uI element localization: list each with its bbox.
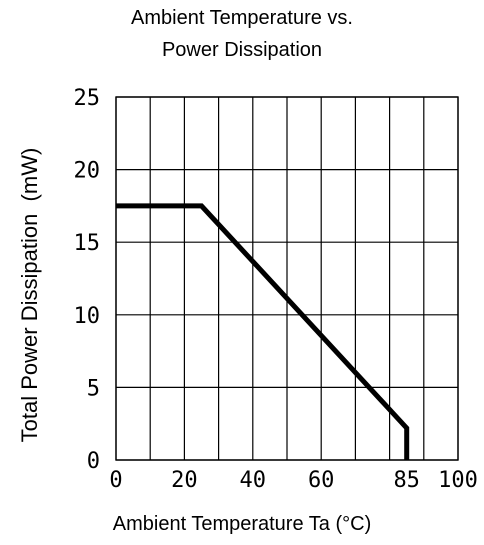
x-tick-label: 20 [171,468,198,493]
x-tick-label: 60 [308,468,335,493]
y-tick-label: 0 [87,449,100,474]
x-tick-label: 40 [240,468,267,493]
tick-labels: 0 5 10 15 20 25 0 20 40 60 85 100 [74,86,478,493]
chart-title-line-1: Ambient Temperature vs. [131,7,353,29]
x-axis-label: Ambient Temperature Ta (°C) [112,513,372,535]
y-tick-label: 5 [87,376,100,401]
x-tick-label: 100 [438,468,478,493]
chart-title-line-2: Power Dissipation [161,39,323,61]
plot-frame [115,96,459,461]
y-axis-label: Total Power Dissipation (mW) [17,147,42,443]
series-line [116,203,410,460]
series-layer [116,203,410,460]
y-tick-label: 25 [74,86,101,111]
y-tick-label: 20 [74,159,101,184]
x-tick-label: 0 [109,468,122,493]
y-tick-label: 15 [74,231,101,256]
y-tick-label: 10 [74,304,101,329]
x-tick-label: 85 [393,468,420,493]
grid [115,96,459,461]
